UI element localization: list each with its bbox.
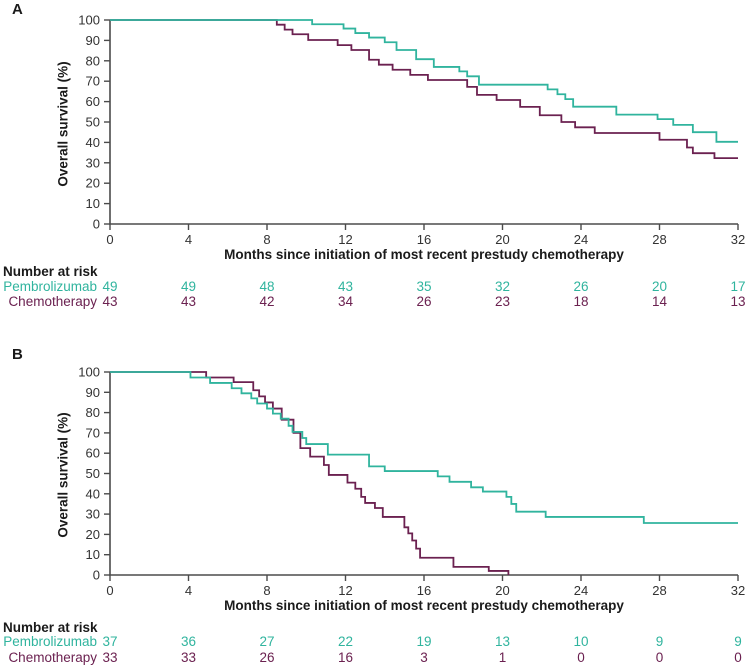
risk-count: 0 (734, 650, 742, 665)
risk-count: 35 (416, 279, 432, 294)
risk-count: 13 (494, 634, 511, 649)
survival-curve-pembrolizumab (110, 371, 738, 524)
risk-count: 36 (180, 634, 197, 649)
risk-count: 27 (259, 634, 275, 649)
survival-curve-pembrolizumab (110, 19, 738, 143)
risk-row-label: Chemotherapy (8, 294, 97, 309)
risk-count: 20 (651, 279, 668, 294)
y-tick-label: 80 (86, 405, 100, 420)
risk-count: 9 (655, 634, 664, 649)
risk-count: 19 (416, 634, 432, 649)
y-tick-label: 30 (86, 155, 100, 170)
x-tick-label: 32 (731, 232, 745, 247)
x-tick-label: 0 (106, 583, 113, 598)
y-tick-label: 90 (86, 385, 100, 400)
x-tick-label: 20 (495, 583, 509, 598)
risk-row-pembrolizumab: Pembrolizumab 49 49 48 43 35 32 26 20 17 (0, 279, 751, 294)
risk-count: 43 (180, 294, 197, 309)
risk-count: 1 (498, 650, 507, 665)
panel-b-x-axis-title: Months since initiation of most recent p… (224, 598, 624, 613)
risk-count: 9 (734, 634, 742, 649)
y-tick-label: 30 (86, 507, 100, 522)
risk-count: 14 (651, 294, 668, 309)
y-tick-label: 20 (86, 176, 100, 191)
y-tick-label: 80 (86, 53, 100, 68)
risk-count: 16 (337, 650, 354, 665)
x-tick-label: 0 (106, 232, 113, 247)
risk-count: 17 (730, 279, 746, 294)
risk-count: 26 (416, 294, 432, 309)
y-tick-label: 50 (86, 115, 100, 130)
risk-row-label: Pembrolizumab (3, 634, 97, 649)
x-tick-label: 8 (263, 583, 270, 598)
y-tick-label: 60 (86, 94, 100, 109)
panel-b-letter: B (12, 346, 23, 363)
risk-row-chemotherapy: Chemotherapy 43 43 42 34 26 23 18 14 13 (0, 294, 751, 309)
axis-lines (109, 20, 738, 225)
risk-count: 26 (573, 279, 589, 294)
risk-count: 43 (102, 294, 118, 309)
risk-row-label: Chemotherapy (8, 650, 97, 665)
risk-count: 0 (655, 650, 664, 665)
risk-count: 22 (337, 634, 354, 649)
risk-count: 18 (573, 294, 589, 309)
x-tick-label: 4 (185, 583, 192, 598)
risk-count: 33 (102, 650, 118, 665)
y-tick-label: 20 (86, 527, 100, 542)
risk-count: 3 (420, 650, 428, 665)
x-tick-label: 28 (652, 232, 666, 247)
axis-lines (109, 372, 738, 576)
risk-count: 34 (337, 294, 354, 309)
risk-row-pembrolizumab: Pembrolizumab 37 36 27 22 19 13 10 9 9 (0, 634, 751, 649)
risk-count: 13 (730, 294, 746, 309)
x-tick-label: 24 (574, 232, 588, 247)
y-tick-label: 0 (93, 568, 100, 583)
risk-count: 43 (337, 279, 354, 294)
risk-count: 33 (180, 650, 197, 665)
panel-a-letter: A (12, 1, 23, 18)
survival-curve-chemotherapy (110, 19, 738, 160)
risk-count: 49 (102, 279, 118, 294)
y-tick-label: 10 (86, 547, 100, 562)
x-tick-label: 16 (417, 583, 431, 598)
risk-count: 26 (259, 650, 275, 665)
y-tick-label: 40 (86, 135, 100, 150)
risk-row-label: Pembrolizumab (3, 279, 97, 294)
x-tick-label: 28 (652, 583, 666, 598)
panel-a-risk-table-header: Number at risk (3, 264, 98, 279)
y-tick-label: 100 (78, 365, 100, 380)
risk-count: 0 (577, 650, 585, 665)
y-tick-label: 10 (86, 196, 100, 211)
y-tick-label: 60 (86, 446, 100, 461)
risk-count: 48 (259, 279, 275, 294)
y-tick-label: 70 (86, 74, 100, 89)
panel-b-plot: 0 10 20 30 40 50 60 70 80 90 100 0 4 8 12 16 20 24 28 32 (78, 365, 745, 599)
risk-count: 37 (102, 634, 118, 649)
y-tick-label: 90 (86, 33, 100, 48)
risk-count: 42 (259, 294, 275, 309)
x-tick-label: 12 (338, 232, 352, 247)
risk-count: 32 (494, 279, 511, 294)
risk-row-chemotherapy: Chemotherapy 33 33 26 16 3 1 0 0 0 (0, 650, 751, 665)
x-tick-label: 12 (338, 583, 352, 598)
x-tick-label: 4 (185, 232, 192, 247)
y-tick-label: 50 (86, 466, 100, 481)
x-tick-label: 16 (417, 232, 431, 247)
risk-count: 10 (573, 634, 589, 649)
x-tick-label: 32 (731, 583, 745, 598)
y-tick-label: 70 (86, 425, 100, 440)
risk-count: 23 (494, 294, 511, 309)
y-tick-label: 100 (78, 13, 100, 28)
panel-b-risk-table-header: Number at risk (3, 620, 98, 635)
x-tick-label: 20 (495, 232, 509, 247)
panel-a-plot: 0 10 20 30 40 50 60 70 80 90 100 0 4 8 12 16 20 24 28 32 (78, 13, 745, 248)
y-tick-label: 40 (86, 486, 100, 501)
y-tick-label: 0 (93, 217, 100, 232)
survival-curve-chemotherapy (110, 371, 510, 575)
x-tick-label: 8 (263, 232, 270, 247)
x-tick-label: 24 (574, 583, 588, 598)
risk-count: 49 (180, 279, 197, 294)
panel-a-x-axis-title: Months since initiation of most recent p… (224, 247, 624, 262)
